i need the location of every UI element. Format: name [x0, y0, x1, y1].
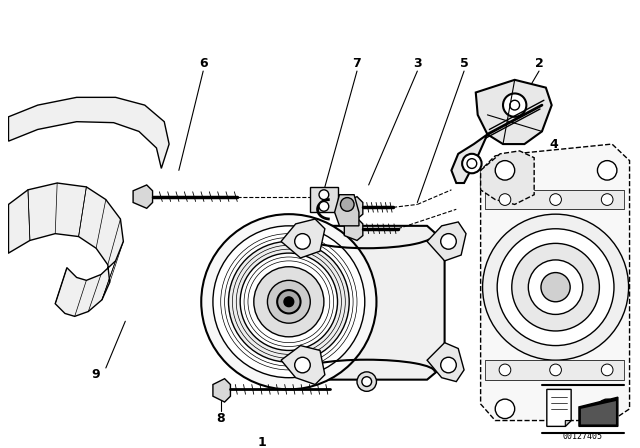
Polygon shape — [565, 421, 571, 426]
Text: 4: 4 — [549, 138, 558, 151]
Circle shape — [597, 399, 617, 418]
Polygon shape — [344, 218, 363, 241]
Polygon shape — [8, 183, 124, 316]
Circle shape — [499, 364, 511, 376]
Polygon shape — [481, 144, 630, 421]
Circle shape — [319, 202, 329, 211]
Text: 5: 5 — [460, 57, 468, 70]
Polygon shape — [213, 379, 230, 402]
Polygon shape — [335, 195, 359, 226]
Polygon shape — [8, 97, 169, 168]
Circle shape — [529, 260, 583, 314]
Circle shape — [277, 290, 301, 314]
Circle shape — [294, 233, 310, 249]
Text: 3: 3 — [413, 57, 422, 70]
Circle shape — [201, 214, 376, 389]
Polygon shape — [133, 185, 152, 208]
Polygon shape — [486, 190, 624, 209]
Text: 8: 8 — [216, 412, 225, 425]
Polygon shape — [289, 226, 445, 379]
Circle shape — [602, 364, 613, 376]
Text: 00127405: 00127405 — [563, 431, 603, 441]
Circle shape — [441, 233, 456, 249]
Polygon shape — [481, 151, 534, 204]
Circle shape — [541, 272, 570, 302]
Circle shape — [284, 297, 294, 306]
Circle shape — [357, 372, 376, 392]
Circle shape — [213, 226, 365, 378]
Circle shape — [550, 194, 561, 205]
Polygon shape — [581, 401, 616, 424]
Circle shape — [499, 194, 511, 205]
Polygon shape — [451, 134, 488, 183]
Circle shape — [294, 357, 310, 373]
Circle shape — [254, 267, 324, 337]
Circle shape — [512, 243, 600, 331]
Circle shape — [462, 154, 481, 173]
Text: 1: 1 — [257, 436, 266, 448]
Circle shape — [495, 399, 515, 418]
Circle shape — [240, 253, 337, 350]
Polygon shape — [427, 343, 464, 382]
Polygon shape — [281, 219, 325, 258]
Circle shape — [495, 161, 515, 180]
Circle shape — [550, 364, 561, 376]
Circle shape — [228, 241, 349, 362]
Circle shape — [602, 194, 613, 205]
Polygon shape — [281, 345, 325, 384]
Circle shape — [497, 229, 614, 345]
Polygon shape — [547, 389, 571, 426]
Circle shape — [441, 357, 456, 373]
Polygon shape — [427, 222, 466, 261]
Circle shape — [483, 214, 628, 360]
Circle shape — [268, 280, 310, 323]
Text: 2: 2 — [534, 57, 543, 70]
Circle shape — [503, 94, 526, 117]
Text: 7: 7 — [353, 57, 362, 70]
Polygon shape — [344, 197, 363, 219]
Polygon shape — [476, 80, 552, 144]
Circle shape — [362, 377, 372, 387]
Polygon shape — [310, 187, 337, 212]
Text: 9: 9 — [92, 368, 100, 381]
Polygon shape — [579, 397, 618, 426]
Circle shape — [340, 198, 354, 211]
Text: 6: 6 — [199, 57, 207, 70]
Circle shape — [319, 190, 329, 199]
Polygon shape — [486, 360, 624, 379]
Circle shape — [597, 161, 617, 180]
